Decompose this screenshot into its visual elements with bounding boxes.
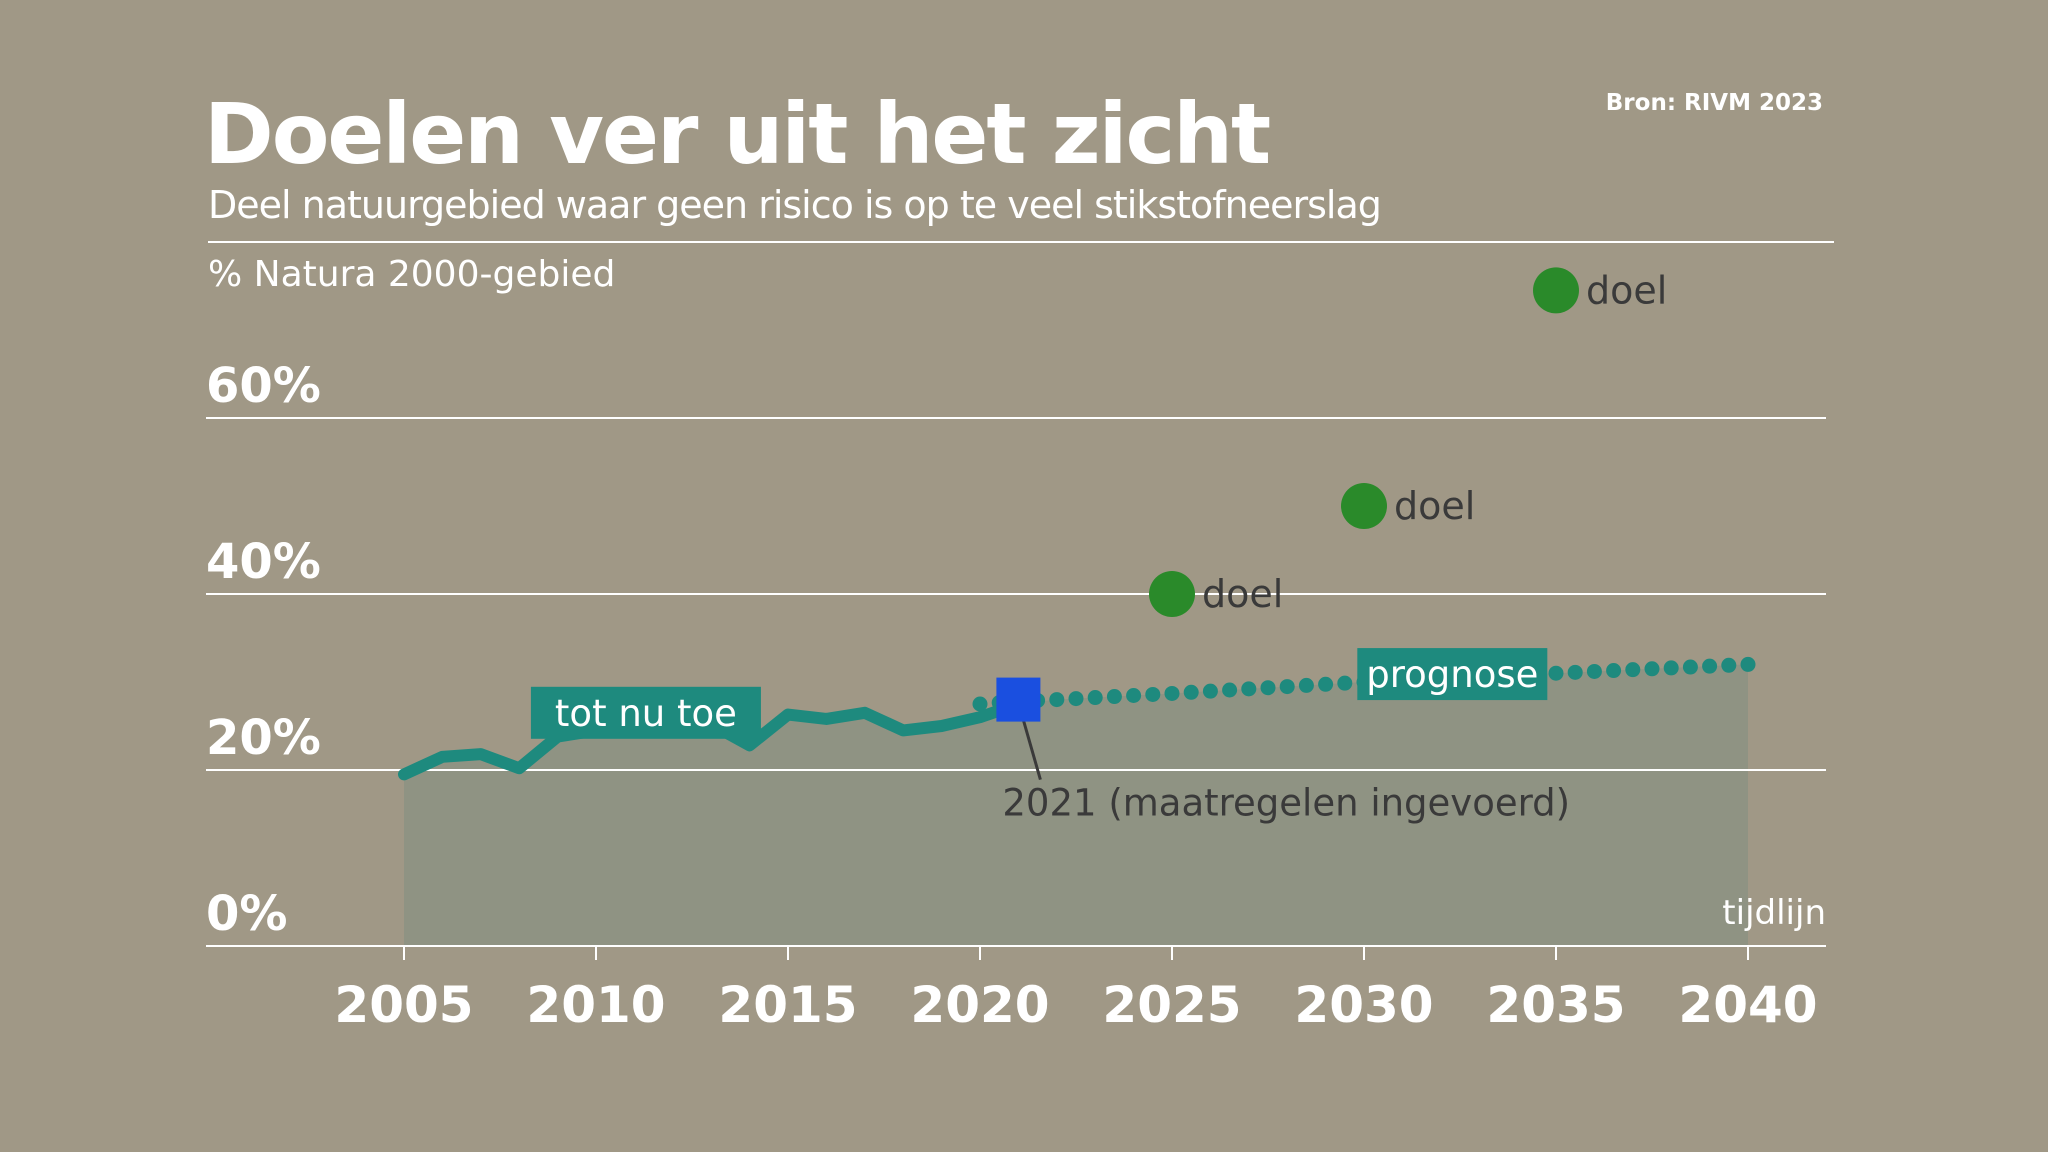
goal-label: doel xyxy=(1202,572,1283,616)
goal-point xyxy=(1341,483,1387,529)
area-fill xyxy=(404,664,1748,946)
x-tick-label: 2010 xyxy=(526,976,665,1034)
goal-point xyxy=(1533,267,1579,314)
plot-area: 0% 20% 40% 60% 2005 2010 2015 2020 2025 2030 2035 2… xyxy=(206,267,1826,1034)
source-label: Bron: RIVM 2023 xyxy=(1605,90,1823,116)
series-label-box xyxy=(530,686,761,739)
y-tick-label: 20% xyxy=(206,710,321,766)
prognose-point xyxy=(1586,663,1602,679)
prognose-point xyxy=(1087,690,1103,706)
prognose-point xyxy=(1644,661,1660,677)
y-tick-label: 0% xyxy=(206,886,288,942)
prognose-point xyxy=(1068,691,1084,707)
prognose-point xyxy=(1183,684,1199,700)
prognose-point xyxy=(1702,658,1718,674)
prognose-point xyxy=(1106,689,1122,705)
prognose-point xyxy=(1164,685,1180,701)
label-prognose: prognose xyxy=(1366,653,1538,696)
x-tick-label: 2005 xyxy=(334,976,473,1034)
series-label-box xyxy=(1357,648,1548,701)
prognose-point xyxy=(1548,665,1564,681)
label-history: tot nu toe xyxy=(555,692,737,735)
prognose-point xyxy=(1721,657,1737,673)
prognose-point xyxy=(1318,676,1334,692)
chart-title: Doelen ver uit het zicht xyxy=(204,85,1271,183)
x-tick-label: 2025 xyxy=(1102,976,1241,1034)
prognose-point xyxy=(1241,681,1257,697)
prognose-point xyxy=(1279,679,1295,695)
prognose-point xyxy=(1740,656,1756,672)
prognose-point xyxy=(1126,687,1142,703)
prognose-point xyxy=(1567,664,1583,680)
x-tick-label: 2015 xyxy=(718,976,857,1034)
prognose-point xyxy=(1337,675,1353,691)
prognose-point xyxy=(1260,680,1276,696)
prognose-point xyxy=(1606,663,1622,679)
x-axis-label: tijdlijn xyxy=(1722,893,1826,933)
y-tick-label: 60% xyxy=(206,358,321,414)
prognose-point xyxy=(1202,683,1218,699)
highlight-marker xyxy=(996,677,1041,722)
goal-label: doel xyxy=(1394,484,1475,528)
goal-point xyxy=(1149,571,1195,617)
goal-label: doel xyxy=(1586,268,1667,312)
annotation-label: 2021 (maatregelen ingevoerd) xyxy=(1002,782,1570,825)
x-tick-label: 2040 xyxy=(1678,976,1817,1034)
y-axis-label: % Natura 2000-gebied xyxy=(208,254,615,295)
prognose-point xyxy=(1682,659,1698,675)
prognose-point xyxy=(972,696,988,712)
y-tick-label: 40% xyxy=(206,534,321,590)
prognose-point xyxy=(1222,682,1238,698)
prognose-point xyxy=(1049,692,1065,708)
prognose-point xyxy=(1663,660,1679,676)
prognose-point xyxy=(1145,686,1161,702)
x-tick-label: 2030 xyxy=(1294,976,1433,1034)
x-tick-label: 2035 xyxy=(1486,976,1625,1034)
prognose-point xyxy=(1298,677,1314,693)
prognose-point xyxy=(1625,662,1641,678)
chart-subtitle: Deel natuurgebied waar geen risico is op… xyxy=(208,183,1382,227)
x-tick-label: 2020 xyxy=(910,976,1049,1034)
